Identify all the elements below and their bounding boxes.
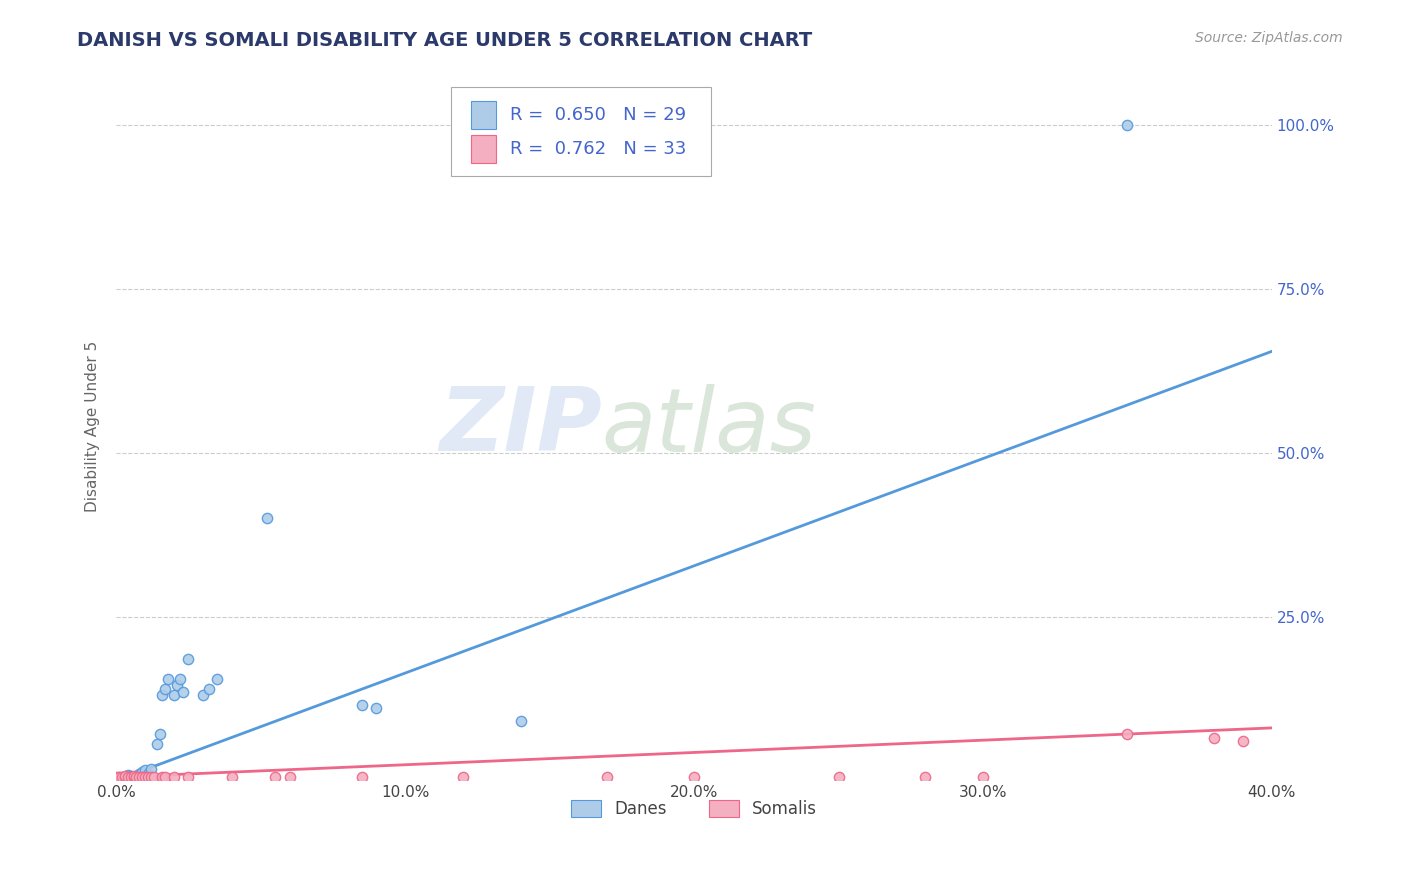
Point <box>157 672 180 686</box>
Point <box>134 770 156 784</box>
Point <box>163 688 186 702</box>
Point <box>1204 731 1226 745</box>
FancyBboxPatch shape <box>471 135 496 163</box>
Point <box>914 770 936 784</box>
Point <box>1116 119 1139 133</box>
Point <box>125 770 148 784</box>
Point <box>596 770 619 784</box>
Point <box>114 770 136 784</box>
Point <box>108 770 131 784</box>
Point <box>114 769 136 783</box>
Point <box>114 770 136 784</box>
Text: ZIP: ZIP <box>439 384 602 470</box>
Point <box>122 770 145 784</box>
Point <box>972 770 994 784</box>
Point <box>278 770 301 784</box>
Point <box>134 764 156 778</box>
Point <box>366 701 388 715</box>
Point <box>1116 727 1139 741</box>
Point <box>827 770 849 784</box>
Point <box>128 766 150 780</box>
Point <box>177 770 200 784</box>
Point <box>136 766 159 780</box>
FancyBboxPatch shape <box>451 87 711 176</box>
Point <box>128 770 150 784</box>
Point <box>136 770 159 784</box>
Point <box>111 770 134 784</box>
FancyBboxPatch shape <box>471 101 496 129</box>
Point <box>683 770 706 784</box>
Point <box>117 770 139 784</box>
Point <box>152 770 174 784</box>
Point <box>1232 734 1254 748</box>
Text: Source: ZipAtlas.com: Source: ZipAtlas.com <box>1195 31 1343 45</box>
Point <box>142 770 165 784</box>
Point <box>166 678 188 692</box>
Point <box>264 770 287 784</box>
Point <box>122 770 145 784</box>
Point <box>207 672 229 686</box>
Point <box>155 681 177 696</box>
Point <box>108 770 131 784</box>
Point <box>163 770 186 784</box>
Point <box>117 768 139 782</box>
Point <box>197 681 219 696</box>
Text: R =  0.650   N = 29: R = 0.650 N = 29 <box>510 106 686 124</box>
Point <box>155 770 177 784</box>
Point <box>131 770 153 784</box>
Point <box>149 727 172 741</box>
Point <box>122 769 145 783</box>
Legend: Danes, Somalis: Danes, Somalis <box>564 794 824 825</box>
Point <box>177 652 200 666</box>
Point <box>509 714 531 729</box>
Point <box>221 770 243 784</box>
Point <box>256 511 278 525</box>
Point <box>105 770 128 784</box>
Text: R =  0.762   N = 33: R = 0.762 N = 33 <box>510 140 686 158</box>
Text: DANISH VS SOMALI DISABILITY AGE UNDER 5 CORRELATION CHART: DANISH VS SOMALI DISABILITY AGE UNDER 5 … <box>77 31 813 50</box>
Point <box>350 698 373 712</box>
Text: atlas: atlas <box>602 384 817 470</box>
Point <box>172 685 194 699</box>
Y-axis label: Disability Age Under 5: Disability Age Under 5 <box>86 341 100 512</box>
Point <box>120 770 142 784</box>
Point <box>139 770 162 784</box>
Point <box>451 770 474 784</box>
Point <box>350 770 373 784</box>
Point <box>145 737 167 751</box>
Point <box>152 688 174 702</box>
Point <box>169 672 191 686</box>
Point <box>111 770 134 784</box>
Point <box>131 765 153 780</box>
Point <box>139 762 162 776</box>
Point <box>120 769 142 783</box>
Point <box>191 688 214 702</box>
